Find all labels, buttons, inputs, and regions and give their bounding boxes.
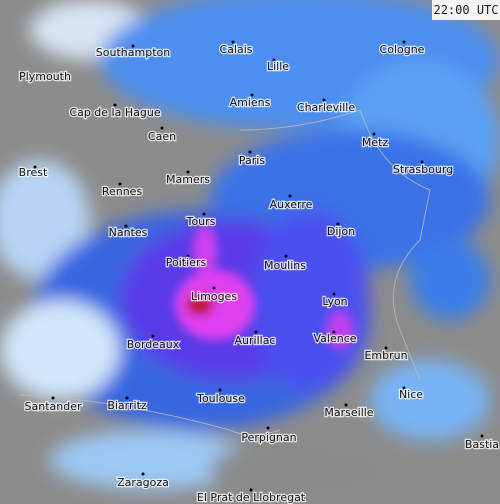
city-label: Poitiers: [166, 256, 207, 269]
city-dot: [402, 40, 406, 44]
city-dot: [322, 98, 326, 102]
city-label: Zaragoza: [117, 476, 169, 489]
city-dot: [254, 330, 258, 334]
city-label: Biarritz: [107, 399, 147, 412]
city-label: Bastia: [465, 438, 499, 451]
timestamp-box: [432, 0, 500, 20]
borders: [19, 109, 431, 436]
city-label: Brest: [19, 166, 48, 179]
city-dot: [249, 488, 253, 492]
city-label: El Prat de Llobregat: [197, 491, 306, 504]
city-dot: [186, 170, 190, 174]
city-label: Dijon: [327, 225, 355, 238]
city-dot: [332, 330, 336, 334]
city-label: Southampton: [96, 46, 170, 59]
city-label: Amiens: [230, 96, 271, 109]
city-dot: [384, 346, 388, 350]
city-label: Caen: [148, 130, 176, 143]
city-dot: [113, 103, 117, 107]
city-label: Calais: [219, 43, 252, 56]
city-label: Charleville: [297, 101, 355, 114]
city-label: Cap de la Hague: [69, 106, 160, 119]
city-label: Cologne: [380, 43, 425, 56]
city-label: Nice: [399, 388, 423, 401]
city-label: Lille: [267, 60, 289, 73]
city-dot: [124, 224, 128, 228]
city-label: Auxerre: [270, 198, 313, 211]
city-dot: [284, 254, 288, 258]
city-dot: [186, 254, 190, 258]
heavy-echoes: [175, 225, 354, 350]
city-dot: [272, 58, 276, 62]
timestamp: 22:00 UTC: [433, 3, 498, 17]
city-dot: [202, 212, 206, 216]
city-labels: Southampton Plymouth Calais Lille Cologne Cap…: [17, 40, 500, 504]
city-dot: [248, 150, 252, 154]
city-dot: [231, 40, 235, 44]
city-dot: [336, 222, 340, 226]
city-dot: [51, 396, 55, 400]
city-label: Strasbourg: [393, 163, 453, 176]
city-label: Nantes: [109, 226, 148, 239]
city-label: Toulouse: [196, 392, 245, 405]
city-dot: [212, 286, 216, 290]
city-dot: [33, 165, 37, 169]
city-label: Moulins: [264, 259, 306, 272]
city-label: Mamers: [166, 173, 210, 186]
city-dot: [141, 472, 145, 476]
city-dot: [160, 126, 164, 130]
city-label: Embrun: [364, 349, 407, 362]
city-label: Santander: [25, 400, 82, 413]
city-dot: [266, 426, 270, 430]
city-dot: [250, 93, 254, 97]
city-label: Metz: [362, 136, 389, 149]
city-label: Aurillac: [235, 334, 276, 347]
city-label: Limoges: [191, 290, 237, 303]
city-label: Plymouth: [19, 70, 71, 83]
city-dot: [480, 434, 484, 438]
city-label: Marseille: [324, 406, 373, 419]
city-dot: [344, 403, 348, 407]
city-label: Perpignan: [241, 431, 296, 444]
city-dot: [20, 70, 24, 74]
city-dot: [125, 396, 129, 400]
city-label: Paris: [239, 154, 265, 167]
city-label: Bordeaux: [127, 338, 180, 351]
city-dot: [118, 182, 122, 186]
city-dot: [332, 292, 336, 296]
city-dot: [372, 132, 376, 136]
city-label: Rennes: [102, 185, 143, 198]
city-dot: [218, 388, 222, 392]
city-dot: [288, 194, 292, 198]
city-label: Valence: [313, 332, 356, 345]
city-dot: [131, 44, 135, 48]
city-label: Tours: [186, 215, 216, 228]
city-dot: [402, 386, 406, 390]
city-label: Lyon: [322, 295, 347, 308]
city-dot: [151, 334, 155, 338]
city-dot: [420, 160, 424, 164]
